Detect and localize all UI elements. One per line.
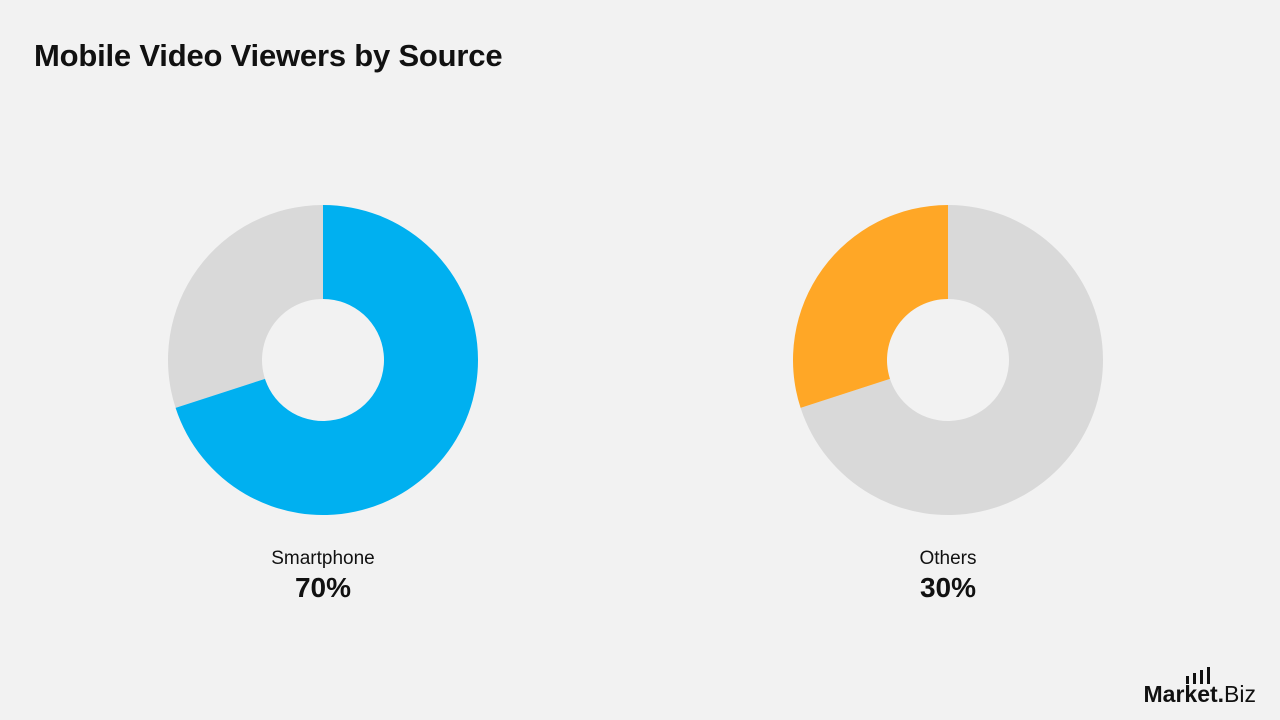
smartphone-donut-chart <box>168 205 478 515</box>
smartphone-remainder-slice <box>168 205 323 408</box>
smartphone-value-slice <box>175 205 478 515</box>
smartphone-caption: Smartphone 70% <box>193 548 453 606</box>
brand-dot: . <box>1217 681 1225 707</box>
others-caption: Others 30% <box>818 548 1078 606</box>
smartphone-value: 70% <box>294 572 352 603</box>
brand-name-bold: Market <box>1143 681 1218 707</box>
brand-mark: Market <box>1143 667 1218 707</box>
brand-logo: Market . Biz <box>1143 667 1256 707</box>
others-label: Others <box>919 548 977 569</box>
others-value-slice <box>793 205 948 408</box>
smartphone-label: Smartphone <box>271 548 375 569</box>
smartphone-donut-svg <box>168 205 478 515</box>
bar-chart-icon <box>1185 667 1210 684</box>
others-donut-chart <box>793 205 1103 515</box>
brand-name-light: Biz <box>1224 681 1256 707</box>
chart-title: Mobile Video Viewers by Source <box>34 38 503 73</box>
others-remainder-slice <box>800 205 1103 515</box>
others-donut-svg <box>793 205 1103 515</box>
others-value: 30% <box>919 572 977 603</box>
